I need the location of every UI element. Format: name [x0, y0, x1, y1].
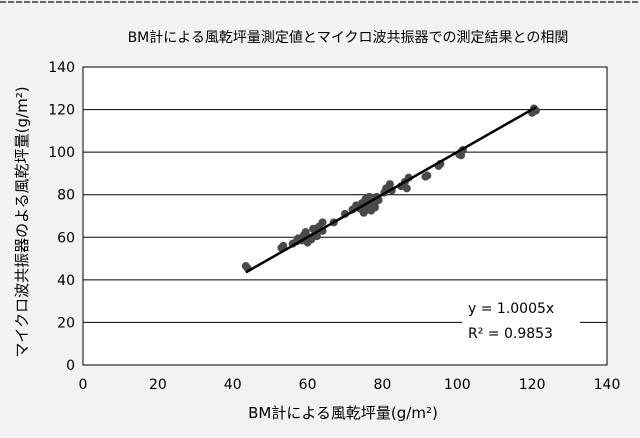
- data-point: [403, 184, 411, 192]
- y-tick-label: 140: [48, 60, 75, 76]
- data-point: [319, 218, 327, 226]
- x-tick-label: 40: [224, 377, 242, 393]
- x-tick-label: 140: [594, 377, 621, 393]
- y-tick-label: 80: [57, 188, 75, 204]
- x-tick-label: 80: [374, 377, 392, 393]
- x-tick-label: 0: [79, 377, 88, 393]
- x-tick-label: 120: [519, 377, 546, 393]
- x-tick-label: 60: [299, 377, 317, 393]
- chart-title: BM計による風乾坪量測定値とマイクロ波共振器での測定結果との相関: [128, 30, 569, 46]
- y-axis-label: マイクロ波共振器のよる風乾坪量(g/m²): [13, 86, 31, 357]
- y-tick-label: 0: [66, 358, 75, 374]
- plot-area: 0 20 40 60 80 100 120 140 0 20 40 60 80 100 120 140: [48, 60, 620, 393]
- x-axis-label: BM計による風乾坪量(g/m²): [248, 404, 438, 422]
- y-tick-label: 100: [48, 145, 75, 161]
- r-squared-label: R² = 0.9853: [468, 326, 553, 342]
- x-tick-label: 100: [444, 377, 471, 393]
- y-tick-label: 20: [57, 315, 75, 331]
- data-point: [423, 172, 431, 180]
- y-tick-label: 60: [57, 230, 75, 246]
- y-tick-label: 40: [57, 273, 75, 289]
- equation-label: y = 1.0005x: [468, 301, 554, 317]
- y-tick-label: 120: [48, 103, 75, 119]
- x-tick-label: 20: [149, 377, 167, 393]
